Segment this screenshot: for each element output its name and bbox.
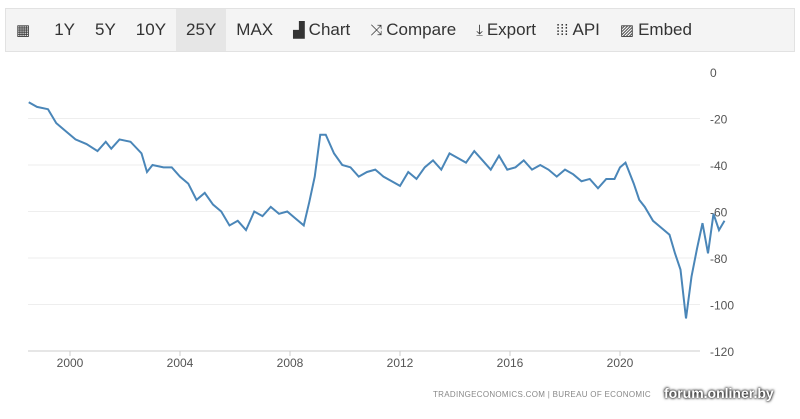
button-label: 25Y: [186, 20, 217, 39]
range-max-button[interactable]: MAX: [226, 9, 283, 51]
button-label: Embed: [638, 20, 692, 39]
x-tick-label: 2020: [607, 356, 634, 370]
x-tick-label: 2012: [387, 356, 414, 370]
calendar-icon: ▦: [16, 22, 31, 39]
y-tick-label: -120: [710, 345, 734, 359]
bar-chart-icon: ▟: [293, 22, 305, 39]
button-label: API: [572, 20, 600, 39]
button-label: Export: [486, 20, 536, 39]
button-label: 5Y: [94, 20, 116, 39]
watermark: forum.onliner.by: [664, 385, 774, 401]
y-tick-label: -100: [710, 299, 734, 313]
button-label: 10Y: [135, 20, 167, 39]
y-tick-label: 0: [710, 66, 717, 80]
range-10y-button[interactable]: 10Y: [126, 9, 176, 51]
button-label: Chart: [308, 20, 351, 39]
y-tick-label: -40: [710, 159, 728, 173]
button-label: Compare: [386, 20, 457, 39]
image-icon: ▨: [619, 22, 635, 39]
range-5y-button[interactable]: 5Y: [85, 9, 126, 51]
calendar-button[interactable]: ▦: [6, 9, 44, 51]
range-api-button[interactable]: ⁞⁞⁞ API: [546, 9, 610, 51]
range-export-button[interactable]: ⤓ Export: [466, 9, 546, 51]
x-tick-label: 2016: [497, 356, 524, 370]
range-embed-button[interactable]: ▨ Embed: [610, 9, 702, 51]
y-tick-label: -20: [710, 113, 728, 127]
grid-icon: ⁞⁞⁞: [555, 21, 569, 39]
source-credit: TRADINGECONOMICS.COM | BUREAU OF ECONOMI…: [433, 390, 651, 399]
x-tick-label: 2008: [277, 356, 304, 370]
range-compare-button[interactable]: ⤨ Compare: [360, 9, 466, 51]
y-tick-label: -80: [710, 252, 728, 266]
range-1y-button[interactable]: 1Y: [44, 9, 85, 51]
x-tick-label: 2004: [167, 356, 194, 370]
toolbar: ▦ 1Y 5Y 10Y 25Y MAX ▟ Chart ⤨ Compare ⤓ Export ⁞⁞⁞ AP…: [5, 8, 795, 52]
series-line: [28, 101, 726, 319]
shuffle-icon: ⤨: [370, 21, 383, 39]
button-label: 1Y: [54, 20, 75, 39]
range-chart-button[interactable]: ▟ Chart: [283, 9, 360, 51]
x-tick-label: 2000: [57, 356, 84, 370]
download-icon: ⤓: [476, 21, 483, 39]
range-25y-button[interactable]: 25Y: [176, 9, 227, 51]
button-label: MAX: [236, 20, 274, 39]
